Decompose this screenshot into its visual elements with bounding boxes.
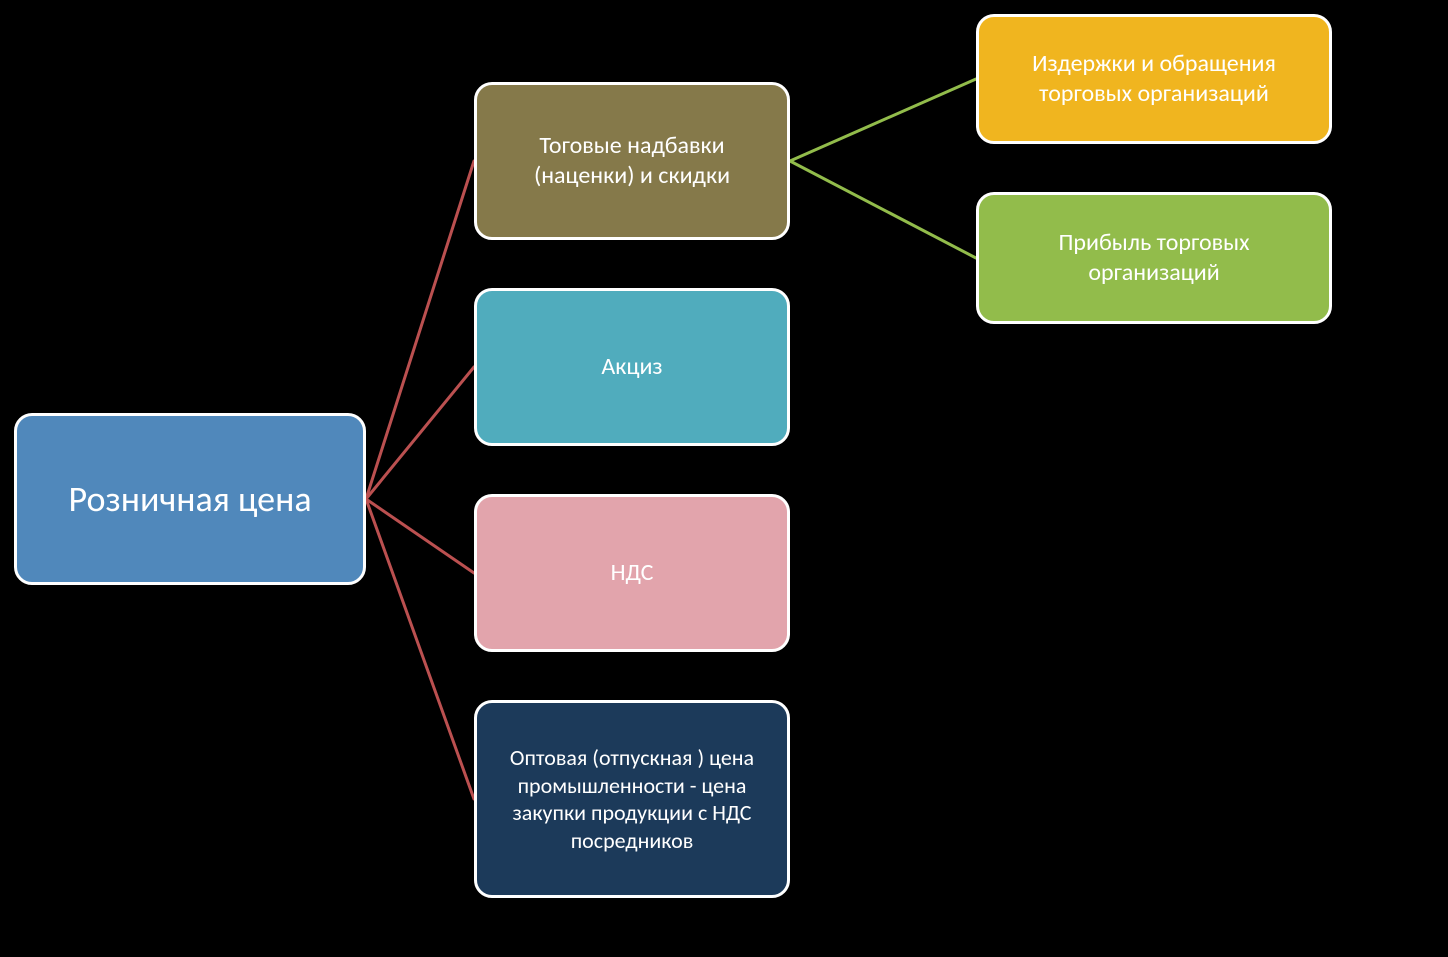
node-markup: Тоговые надбавки (наценки) и скидки	[474, 82, 790, 240]
node-label: Прибыль торговых организаций	[993, 228, 1315, 288]
node-label: Тоговые надбавки (наценки) и скидки	[491, 131, 773, 191]
node-label: Издержки и обращения торговых организаци…	[993, 49, 1315, 109]
node-excise: Акциз	[474, 288, 790, 446]
edge-root-excise	[366, 367, 474, 499]
edge-root-vat	[366, 499, 474, 573]
edge-markup-profit	[790, 161, 976, 258]
node-profit: Прибыль торговых организаций	[976, 192, 1332, 324]
node-vat: НДС	[474, 494, 790, 652]
node-label: Оптовая (отпускная ) цена промышленности…	[491, 744, 773, 854]
node-root: Розничная цена	[14, 413, 366, 585]
edge-markup-costs	[790, 79, 976, 161]
node-wholesale: Оптовая (отпускная ) цена промышленности…	[474, 700, 790, 898]
node-costs: Издержки и обращения торговых организаци…	[976, 14, 1332, 144]
node-label: НДС	[611, 558, 654, 588]
node-label: Розничная цена	[68, 477, 311, 522]
edge-root-wholesale	[366, 499, 474, 799]
node-label: Акциз	[601, 352, 662, 382]
edge-root-markup	[366, 161, 474, 499]
